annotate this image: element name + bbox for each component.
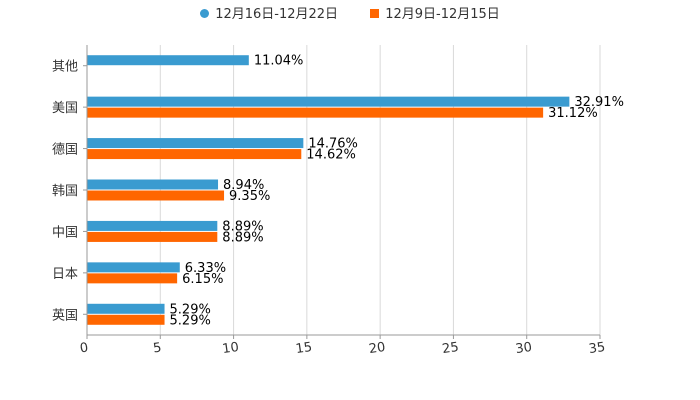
bar-previous-week[interactable] (87, 107, 544, 118)
bar-previous-week[interactable] (87, 314, 165, 325)
x-tick-label: 15 (295, 340, 313, 357)
x-tick-label: 35 (588, 340, 606, 357)
legend: 12月16日-12月22日 12月9日-12月15日 (0, 3, 700, 22)
data-label: 8.89% (222, 230, 263, 245)
x-tick-label: 30 (515, 340, 533, 357)
legend-item-current-week[interactable]: 12月16日-12月22日 (200, 3, 338, 22)
x-tick-label: 25 (441, 340, 459, 357)
data-label: 5.29% (170, 313, 211, 328)
x-tick-label: 20 (368, 340, 386, 357)
data-label: 6.15% (182, 272, 223, 287)
legend-item-previous-week[interactable]: 12月9日-12月15日 (370, 3, 500, 22)
x-tick-label: 5 (152, 340, 162, 356)
bar-current-week[interactable] (87, 303, 165, 314)
bar-current-week[interactable] (87, 55, 249, 66)
data-label: 14.76% (308, 137, 358, 152)
bar-previous-week[interactable] (87, 149, 302, 160)
bar-current-week[interactable] (87, 179, 219, 190)
bar-previous-week[interactable] (87, 190, 225, 201)
bar-current-week[interactable] (87, 138, 304, 149)
bar-current-week[interactable] (87, 96, 570, 107)
legend-circle-icon (200, 9, 210, 18)
y-category-label: 英国 (52, 308, 78, 323)
y-category-label: 美国 (52, 101, 78, 116)
y-category-label: 中国 (52, 225, 78, 240)
y-category-label: 韩国 (52, 184, 78, 199)
y-category-label: 其他 (52, 60, 78, 75)
data-label: 8.94% (223, 178, 264, 193)
data-label: 9.35% (229, 189, 270, 204)
bar-current-week[interactable] (87, 262, 180, 273)
x-tick-label: 10 (221, 340, 239, 357)
data-label: 6.33% (185, 261, 226, 276)
legend-label-current-week: 12月16日-12月22日 (215, 7, 339, 22)
x-tick-label: 0 (79, 340, 89, 356)
legend-square-icon (370, 9, 380, 18)
data-label: 32.91% (574, 95, 624, 110)
bar-previous-week[interactable] (87, 273, 178, 284)
data-label: 14.62% (306, 148, 356, 163)
bar-current-week[interactable] (87, 220, 218, 231)
data-label: 8.89% (222, 219, 263, 234)
y-category-label: 德国 (52, 143, 78, 158)
bar-previous-week[interactable] (87, 231, 218, 242)
legend-label-previous-week: 12月9日-12月15日 (385, 7, 500, 22)
data-label: 5.29% (170, 302, 211, 317)
data-label: 11.04% (254, 54, 304, 69)
data-label: 31.12% (548, 106, 598, 121)
y-category-label: 日本 (52, 267, 78, 282)
